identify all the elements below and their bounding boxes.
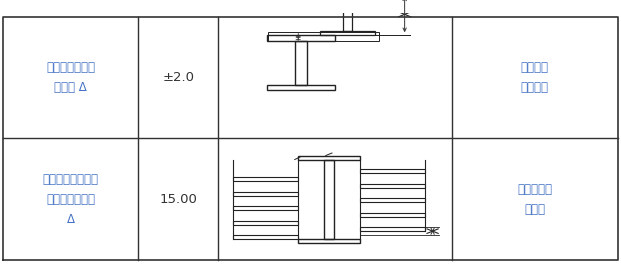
Bar — [360, 198, 425, 202]
Bar — [360, 227, 425, 231]
Bar — [267, 35, 335, 41]
Bar — [298, 155, 360, 159]
Bar — [360, 169, 425, 173]
Bar — [233, 177, 298, 181]
Text: 用直尺和
钢尺检查: 用直尺和 钢尺检查 — [521, 61, 549, 94]
Bar — [233, 192, 298, 196]
Text: 压型金属板在钢梁
上相邻列的错位
Δ: 压型金属板在钢梁 上相邻列的错位 Δ — [43, 173, 99, 226]
Text: +: + — [294, 34, 301, 43]
Bar — [360, 184, 425, 188]
Bar — [360, 213, 425, 217]
Text: 主梁与次梁表面
的高差 Δ: 主梁与次梁表面 的高差 Δ — [46, 61, 95, 94]
Text: 用直尺和钢
尺检查: 用直尺和钢 尺检查 — [517, 183, 553, 216]
Text: 15.00: 15.00 — [160, 193, 197, 206]
Bar — [298, 239, 360, 243]
Text: ±2.0: ±2.0 — [162, 71, 194, 84]
Bar — [343, 0, 353, 31]
Bar — [320, 31, 376, 35]
Bar — [324, 159, 334, 239]
Bar — [233, 206, 298, 210]
Bar — [233, 221, 298, 225]
Bar — [268, 32, 379, 41]
Text: +: + — [294, 32, 301, 41]
Text: +: + — [294, 35, 301, 44]
Bar — [267, 85, 335, 90]
Bar — [296, 41, 307, 85]
Bar — [233, 235, 298, 239]
